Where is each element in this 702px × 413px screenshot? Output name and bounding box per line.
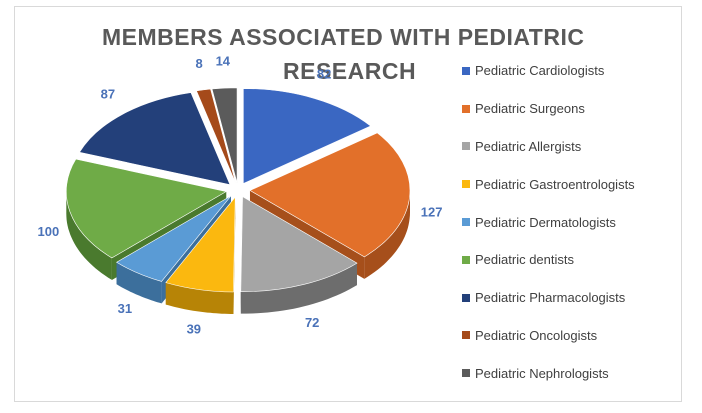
pie-slice-top-pediatric-dermatologists — [116, 195, 232, 282]
legend-label: Pediatric Nephrologists — [475, 365, 609, 381]
pie-slice-pediatric-allergists — [240, 196, 358, 314]
legend-item-pediatric-cardiologists: Pediatric Cardiologists — [462, 52, 635, 90]
pie-slice-top-pediatric-pharmacologists — [79, 92, 231, 186]
legend-item-pediatric-oncologists: Pediatric Oncologists — [462, 317, 635, 355]
pie-slice-pediatric-pharmacologists — [79, 92, 231, 186]
legend-swatch — [462, 142, 470, 151]
data-label-pediatric-allergists: 72 — [305, 315, 319, 330]
legend-item-pediatric-dentists: Pediatric dentists — [462, 241, 635, 279]
pie-slice-side-pediatric-allergists — [240, 263, 357, 314]
legend-label: Pediatric dentists — [475, 252, 574, 268]
legend-label: Pediatric Cardiologists — [475, 63, 605, 79]
legend-label: Pediatric Allergists — [475, 138, 582, 154]
legend-item-pediatric-gastroentrologists: Pediatric Gastroentrologists — [462, 165, 635, 203]
pie-slice-top-pediatric-dentists — [66, 158, 228, 259]
data-label-pediatric-nephrologists: 14 — [216, 54, 231, 69]
legend-item-pediatric-nephrologists: Pediatric Nephrologists — [462, 354, 635, 392]
chart-title-line-1: MEMBERS ASSOCIATED WITH PEDIATRIC — [102, 24, 585, 50]
data-label-pediatric-gastroentrologists: 39 — [187, 322, 201, 337]
pie-slice-pediatric-oncologists — [196, 88, 236, 184]
legend-swatch — [462, 331, 470, 340]
legend-swatch — [462, 104, 470, 113]
pie-slice-side-pediatric-gastroentrologists — [165, 282, 234, 314]
data-label-pediatric-cardiologists: 82 — [317, 67, 331, 82]
data-label-pediatric-surgeons: 127 — [421, 205, 443, 220]
legend-item-pediatric-pharmacologists: Pediatric Pharmacologists — [462, 279, 635, 317]
data-label-pediatric-dermatologists: 31 — [118, 301, 132, 316]
legend-item-pediatric-surgeons: Pediatric Surgeons — [462, 90, 635, 128]
data-label-pediatric-pharmacologists: 87 — [101, 86, 115, 101]
pie-slice-top-pediatric-oncologists — [196, 88, 236, 184]
pie-slice-top-pediatric-allergists — [240, 196, 358, 292]
chart-title: MEMBERS ASSOCIATED WITH PEDIATRIC RESEAR… — [70, 20, 670, 88]
pie-slice-top-pediatric-gastroentrologists — [165, 196, 236, 293]
pie-slice-top-pediatric-nephrologists — [211, 87, 238, 183]
data-label-pediatric-dentists: 100 — [38, 224, 60, 239]
pie-slice-pediatric-gastroentrologists — [165, 196, 236, 315]
pie-slice-side-pediatric-surgeons — [364, 190, 410, 279]
legend-swatch — [462, 369, 470, 378]
legend-item-pediatric-dermatologists: Pediatric Dermatologists — [462, 203, 635, 241]
pie-slice-pediatric-nephrologists — [211, 87, 238, 183]
legend-swatch — [462, 293, 470, 302]
legend-swatch — [462, 218, 470, 227]
legend-swatch — [462, 180, 470, 189]
pie-slice-top-pediatric-cardiologists — [243, 88, 372, 185]
legend-label: Pediatric Dermatologists — [475, 214, 616, 230]
legend-item-pediatric-allergists: Pediatric Allergists — [462, 128, 635, 166]
legend: Pediatric Cardiologists Pediatric Surgeon… — [462, 52, 635, 392]
pie-slice-side-pediatric-dentists — [66, 191, 112, 280]
legend-label: Pediatric Surgeons — [475, 101, 585, 117]
legend-label: Pediatric Pharmacologists — [475, 290, 626, 306]
pie-slice-top-pediatric-surgeons — [249, 132, 411, 258]
legend-label: Pediatric Gastroentrologists — [475, 176, 635, 192]
chart-title-line-2: RESEARCH — [283, 58, 417, 84]
data-label-pediatric-oncologists: 8 — [195, 56, 202, 71]
legend-swatch — [462, 255, 470, 264]
pie-slice-pediatric-cardiologists — [243, 88, 372, 185]
legend-label: Pediatric Oncologists — [475, 327, 598, 343]
legend-swatch — [462, 66, 470, 75]
